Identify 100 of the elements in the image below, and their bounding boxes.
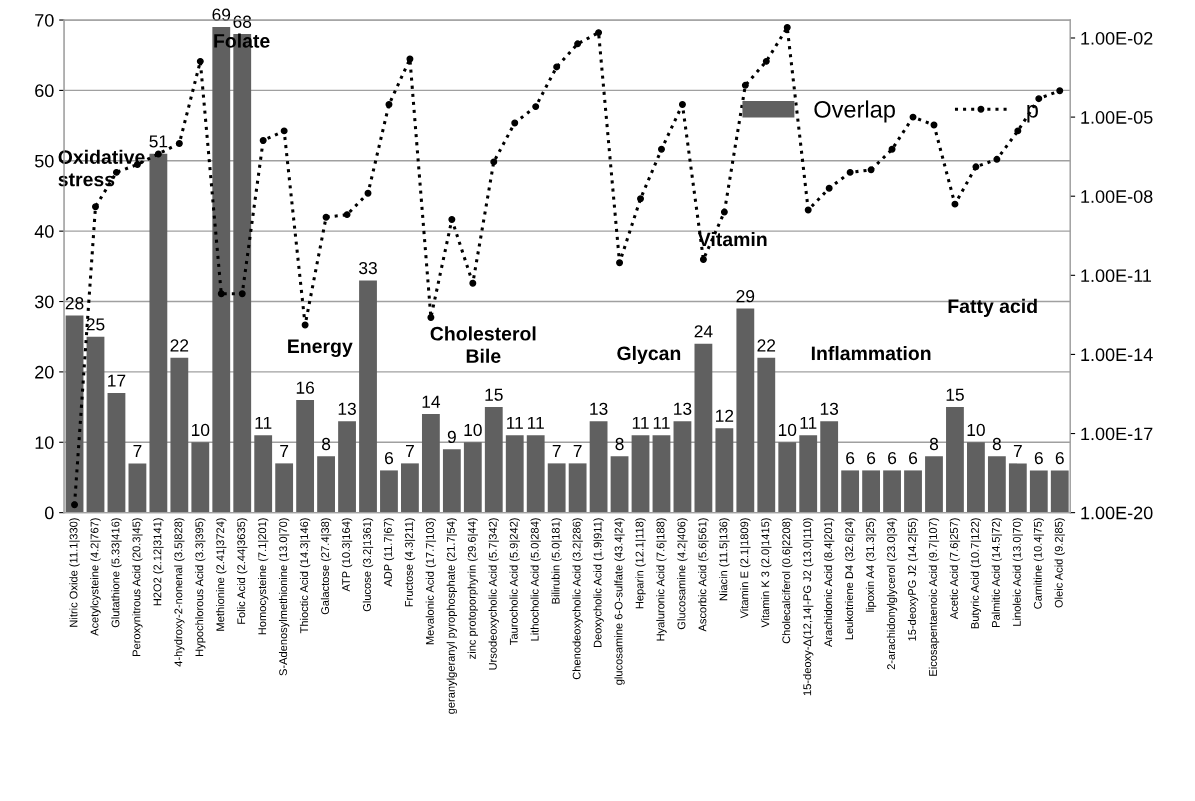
data-label: 13 <box>590 402 608 415</box>
point <box>175 139 183 147</box>
x-tick-label: Homocysteine (7.1|201) <box>257 518 269 635</box>
x-tick-label: Linoleic Acid (13.0|70) <box>1012 518 1024 626</box>
bar <box>317 456 335 513</box>
bar <box>86 336 105 513</box>
data-label: 6 <box>1034 451 1043 465</box>
y-tick-label: 10 <box>35 436 54 449</box>
data-label: 7 <box>280 445 289 457</box>
point <box>469 279 477 287</box>
point <box>280 127 288 135</box>
data-label: 11 <box>528 416 544 429</box>
x-tick-label: Acetylcysteine (4.2|767) <box>90 518 101 636</box>
bar <box>778 442 797 513</box>
legend-label: Overlap <box>814 100 895 123</box>
bar <box>820 421 839 513</box>
data-label: 6 <box>1055 451 1064 465</box>
x-tick-label: 4-hydroxy-2-nonenal (3.5|828) <box>174 518 185 667</box>
point <box>867 166 875 174</box>
annotation: Fatty acid <box>948 298 1037 317</box>
point <box>427 314 435 322</box>
annotation: Inflammation <box>811 345 931 361</box>
y-tick-label: 70 <box>35 13 54 27</box>
data-label: 22 <box>757 339 776 352</box>
bar <box>338 421 356 513</box>
data-label: 6 <box>385 451 394 465</box>
data-label: 6 <box>867 451 876 465</box>
point <box>92 203 99 211</box>
annotation: Cholesterol Bile <box>430 326 536 363</box>
data-label: 11 <box>255 416 272 429</box>
point <box>972 163 980 171</box>
data-label: 6 <box>888 451 897 465</box>
y-tick-label: 40 <box>34 225 54 238</box>
data-label: 7 <box>405 445 414 457</box>
x-tick-label: Oleic Acid (9.2|85) <box>1054 518 1065 608</box>
point <box>406 55 414 63</box>
x-tick-label: Acetic Acid (7.6|257) <box>949 518 961 620</box>
data-label: 14 <box>422 395 441 408</box>
point <box>616 259 624 267</box>
annotation: Glycan <box>617 345 681 365</box>
x-tick-label: Ascorbic Acid (5.6|561) <box>698 518 709 632</box>
x-tick-label: 2-arachidonylglycerol (23.0|34) <box>886 518 898 670</box>
x-tick-label: Nitric Oxide (11.1|330) <box>69 518 80 627</box>
bar <box>526 435 545 513</box>
bar <box>65 315 84 513</box>
point <box>196 57 204 65</box>
data-label: 15 <box>946 388 964 401</box>
annotation: Oxidative stress <box>58 149 145 187</box>
x-tick-label: Glucose (3.2|1361) <box>362 518 374 612</box>
point <box>154 150 162 158</box>
y2-tick-label: 1.00E-20 <box>1081 506 1153 520</box>
data-label: 25 <box>86 318 105 331</box>
data-label: 8 <box>929 437 939 451</box>
bar <box>694 343 713 513</box>
point <box>71 501 79 509</box>
x-tick-label: geranylgeranyl pyrophosphate (21.7|54) <box>446 518 458 714</box>
point <box>846 168 854 176</box>
point <box>741 81 749 89</box>
point <box>343 211 351 219</box>
y2-tick-label: 1.00E-05 <box>1081 111 1153 124</box>
data-label: 8 <box>615 437 624 451</box>
y-tick-label: 0 <box>44 506 54 520</box>
x-tick-label: glucosamine 6-O-sulfate (43.4|24) <box>614 518 625 685</box>
point <box>490 158 498 166</box>
data-label: 11 <box>653 416 670 429</box>
x-tick-label: ATP (10.3|164) <box>341 518 353 592</box>
point <box>574 40 582 48</box>
x-tick-label: Heparin (12.1|118) <box>635 518 646 609</box>
annotation: Vitamin <box>697 231 767 247</box>
point <box>825 184 833 192</box>
bar <box>967 442 985 513</box>
bar <box>904 470 922 513</box>
x-tick-label: Mevalonic Acid (17.7|103) <box>425 518 437 645</box>
bar <box>589 421 608 513</box>
data-label: 68 <box>233 15 252 28</box>
bar <box>359 280 377 513</box>
bar <box>652 435 671 513</box>
point <box>238 290 246 298</box>
y-tick-label: 20 <box>35 365 54 379</box>
x-tick-label: Deoxycholic Acid (1.9|911) <box>593 518 604 648</box>
data-label: 69 <box>212 8 231 21</box>
data-label: 13 <box>820 402 839 415</box>
data-label: 10 <box>464 423 482 437</box>
point <box>217 290 225 298</box>
point <box>1035 95 1043 103</box>
data-label: 28 <box>65 297 84 310</box>
x-tick-label: zinc protoporphyrin (29.6|44) <box>467 518 479 659</box>
point <box>699 255 707 263</box>
point <box>658 145 665 153</box>
data-label: 8 <box>322 437 331 451</box>
x-tick-label: Lithocholic Acid (5.0|284) <box>530 518 541 641</box>
bar <box>631 435 650 513</box>
x-tick-label: Hyaluronic Acid (7.6|188) <box>656 518 667 641</box>
bar <box>946 407 964 513</box>
data-label: 12 <box>716 409 734 422</box>
bar <box>1008 463 1027 513</box>
data-label: 13 <box>338 402 356 415</box>
x-tick-label: lipoxin A4 (31.3|25) <box>865 518 877 612</box>
x-tick-label: Bilirubin (5.0|181) <box>551 518 562 604</box>
data-label: 11 <box>507 416 523 429</box>
